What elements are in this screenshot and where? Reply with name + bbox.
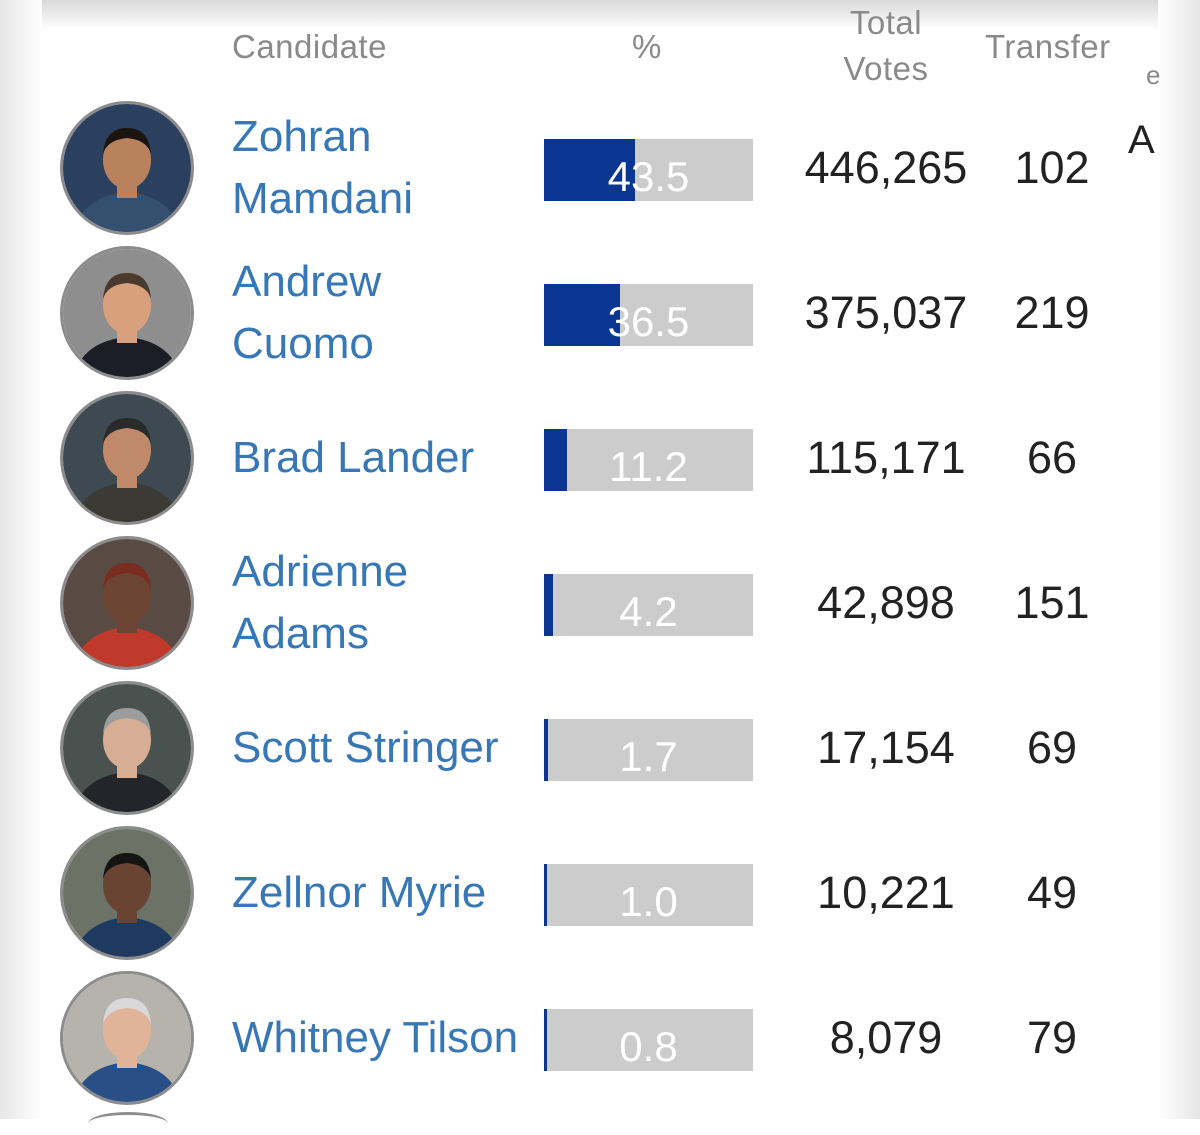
percent-value: 0.8 [619, 1023, 678, 1070]
percent-bar-fill [544, 574, 553, 636]
candidate-name-text: Scott Stringer [232, 723, 499, 772]
total-votes-value: 10,221 [817, 867, 955, 918]
right-shadow [1158, 0, 1200, 1119]
candidate-photo[interactable] [60, 536, 194, 670]
percent-bar: 1.0 [544, 864, 753, 926]
column-header-total-votes: Total Votes [830, 0, 942, 92]
table-row: Scott Stringer 1.7 17,154 69 [0, 679, 1200, 824]
transfer-value: 219 [1014, 287, 1090, 338]
table-row: Zellnor Myrie 1.0 10,221 49 [0, 824, 1200, 969]
candidate-name-link[interactable]: Scott Stringer [232, 679, 522, 817]
percent-bar: 0.8 [544, 1009, 753, 1071]
total-votes-value: 42,898 [817, 577, 955, 628]
percent-value: 1.0 [619, 878, 678, 925]
transfer-value: 66 [1026, 432, 1078, 483]
candidate-name-text: Whitney Tilson [232, 1013, 519, 1062]
candidate-name-link[interactable]: Brad Lander [232, 389, 522, 527]
total-votes-value: 115,171 [806, 432, 966, 483]
table-row: Brad Lander 11.2 115,171 66 [0, 389, 1200, 534]
table-row: Adrienne Adams 4.2 42,898 151 [0, 534, 1200, 679]
candidate-name-link[interactable]: Zohran Mamdani [232, 99, 522, 237]
candidate-name-link[interactable]: Adrienne Adams [232, 534, 522, 672]
next-row-avatar-partial [88, 1112, 168, 1135]
column-header-percent: % [632, 28, 662, 65]
candidate-photo[interactable] [60, 971, 194, 1105]
candidate-photo[interactable] [60, 681, 194, 815]
percent-value: 1.7 [619, 733, 678, 780]
total-votes-value: 446,265 [804, 142, 968, 193]
candidate-photo[interactable] [60, 391, 194, 525]
total-votes-value: 17,154 [817, 722, 955, 773]
percent-bar: 11.2 [544, 429, 753, 491]
column-header-candidate: Candidate [232, 28, 387, 65]
candidate-photo[interactable] [60, 246, 194, 380]
candidate-photo[interactable] [60, 826, 194, 960]
column-header-total-votes-line1: Total [849, 4, 923, 41]
total-votes-value: 8,079 [829, 1012, 943, 1063]
percent-bar: 43.5 [544, 139, 753, 201]
percent-value: 11.2 [609, 443, 688, 490]
percent-value: 36.5 [607, 298, 690, 345]
total-votes-value: 375,037 [804, 287, 968, 338]
percent-bar-fill [544, 429, 568, 491]
transfer-value: 102 [1014, 142, 1090, 193]
left-shadow [0, 0, 42, 1119]
candidate-name-text: Adrienne Adams [232, 547, 409, 658]
percent-value: 43.5 [607, 153, 690, 200]
percent-bar-fill [544, 719, 548, 781]
candidate-name-link[interactable]: Zellnor Myrie [232, 824, 522, 962]
column-header-transfer: Transfer [985, 28, 1111, 65]
column-header-total-votes-line2: Votes [843, 50, 929, 87]
percent-bar: 1.7 [544, 719, 753, 781]
percent-bar: 4.2 [544, 574, 753, 636]
percent-bar: 36.5 [544, 284, 753, 346]
transfer-value: 79 [1026, 1012, 1078, 1063]
table-row: Zohran Mamdani 43.5 446,265 102 [0, 99, 1200, 244]
percent-bar-fill [544, 139, 635, 201]
candidate-name-text: Brad Lander [232, 433, 475, 482]
column-header-cutoff: e [1146, 60, 1161, 90]
cutoff-column-value: A [1128, 118, 1155, 162]
table-row: Andrew Cuomo 36.5 375,037 219 [0, 244, 1200, 389]
transfer-value: 69 [1026, 722, 1078, 773]
candidate-photo[interactable] [60, 101, 194, 235]
percent-value: 4.2 [619, 588, 678, 635]
candidate-name-text: Zellnor Myrie [232, 868, 487, 917]
candidate-name-link[interactable]: Whitney Tilson [232, 969, 522, 1107]
table-row: Whitney Tilson 0.8 8,079 79 [0, 969, 1200, 1114]
candidate-name-text: Andrew Cuomo [232, 257, 382, 368]
percent-bar-fill [544, 284, 621, 346]
candidate-name-text: Zohran Mamdani [232, 112, 413, 223]
transfer-value: 49 [1026, 867, 1078, 918]
percent-bar-fill [544, 1009, 547, 1071]
transfer-value: 151 [1014, 577, 1090, 628]
percent-bar-fill [544, 864, 547, 926]
top-shadow [0, 0, 1200, 30]
candidate-name-link[interactable]: Andrew Cuomo [232, 244, 522, 382]
